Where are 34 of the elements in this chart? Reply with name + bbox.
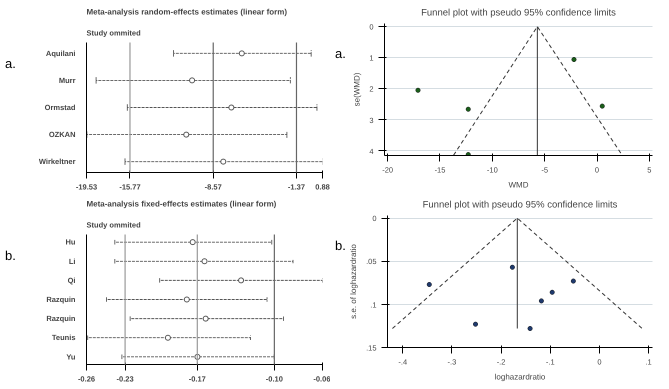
chart-title: Meta-analysis fixed-effects estimates (linear form) <box>86 200 277 208</box>
point <box>183 132 190 138</box>
chart-title: Meta-analysis random-effects estimates (linear form) <box>86 8 288 16</box>
point <box>416 88 420 93</box>
point <box>164 334 171 341</box>
chart-title: Funnel plot with pseudo 95% confidence limits <box>422 200 618 210</box>
point <box>220 158 226 165</box>
point <box>571 57 576 62</box>
text: b. <box>335 237 346 255</box>
point <box>238 277 244 284</box>
point <box>570 278 576 284</box>
point <box>228 104 234 110</box>
point <box>426 282 432 288</box>
point <box>550 290 555 295</box>
point <box>510 264 515 270</box>
text: a. <box>335 45 346 63</box>
x-axis-title: WMD <box>508 180 529 190</box>
text: b. <box>5 247 16 265</box>
point <box>538 298 544 304</box>
point <box>189 77 196 84</box>
point <box>528 326 533 332</box>
point <box>184 296 190 302</box>
point <box>473 322 478 327</box>
point <box>190 239 196 246</box>
chart-title: Funnel plot with pseudo 95% confidence limits <box>421 8 616 18</box>
point <box>466 106 471 112</box>
point <box>238 50 245 56</box>
y-axis-title: s.e. of loghazardratio <box>349 244 358 319</box>
point <box>202 258 208 264</box>
x-axis-title: loghazardratio <box>494 372 546 382</box>
point <box>202 316 209 322</box>
point <box>600 104 605 109</box>
y-axis-title: se(WMD) <box>352 72 362 106</box>
text: a. <box>5 55 16 73</box>
